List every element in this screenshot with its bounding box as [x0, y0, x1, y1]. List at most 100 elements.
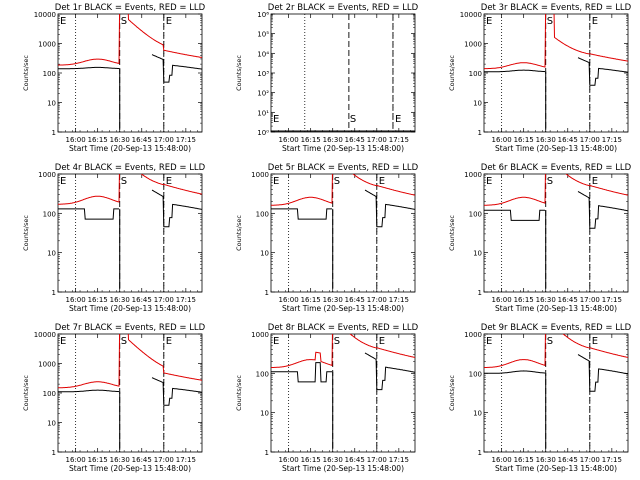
x-tick-label: 17:15: [389, 296, 409, 304]
x-axis-label: Start Time (20-Sep-13 15:48:00): [495, 144, 617, 153]
y-tick-label: 10⁶: [257, 11, 269, 19]
end-marker-label: E: [395, 114, 401, 125]
y-axis-label: Counts/sec: [22, 215, 30, 251]
y-tick-label: 1: [478, 449, 482, 457]
left-edge-marker-label: E: [60, 176, 66, 187]
x-tick-label: 16:45: [558, 296, 578, 304]
panel-title: Det 8r BLACK = Events, RED = LLD: [268, 323, 419, 333]
y-tick-label: 10000: [460, 11, 482, 19]
start-marker-label: S: [121, 16, 127, 27]
x-axis-label: Start Time (20-Sep-13 15:48:00): [495, 464, 617, 473]
y-tick-label: 10⁴: [257, 50, 269, 58]
x-axis-label: Start Time (20-Sep-13 15:48:00): [69, 304, 191, 313]
panel-det-4: Det 4r BLACK = Events, RED = LLD 1 10 100 10…: [22, 163, 206, 313]
x-tick-label: 16:00: [492, 136, 512, 144]
x-tick-label: 16:00: [66, 136, 86, 144]
x-tick-label: 16:30: [536, 296, 556, 304]
panel-det-5: Det 5r BLACK = Events, RED = LLD 1 10 100 10…: [235, 163, 419, 313]
left-edge-marker-label: E: [486, 176, 492, 187]
y-tick-label: 10: [260, 410, 269, 418]
x-tick-label: 16:30: [110, 136, 130, 144]
x-tick-label: 16:30: [323, 456, 343, 464]
start-marker-label: S: [334, 336, 340, 347]
x-tick-label: 17:15: [176, 456, 196, 464]
end-marker-label: E: [379, 176, 385, 187]
x-tick-label: 16:45: [345, 136, 365, 144]
y-tick-label: 1000: [251, 171, 269, 179]
panel-title: Det 2r BLACK = Events, RED = LLD: [268, 3, 419, 13]
x-tick-label: 16:00: [492, 456, 512, 464]
y-tick-label: 100: [43, 210, 56, 218]
y-tick-label: 100: [469, 210, 482, 218]
start-marker-label: S: [547, 16, 553, 27]
y-tick-label: 10¹: [257, 109, 269, 117]
panel-det-3: Det 3r BLACK = Events, RED = LLD 1 10 100 10…: [448, 3, 632, 153]
end-marker-label: E: [592, 16, 598, 27]
plot-frame: [57, 13, 203, 133]
start-marker-label: S: [547, 336, 553, 347]
y-tick-label: 100: [469, 370, 482, 378]
x-tick-label: 16:15: [88, 296, 108, 304]
left-edge-marker-label: E: [60, 16, 66, 27]
x-tick-label: 16:45: [345, 296, 365, 304]
y-tick-label: 1: [265, 289, 269, 297]
plot-frame: [483, 333, 629, 453]
x-tick-label: 17:00: [367, 456, 387, 464]
y-tick-label: 1: [265, 449, 269, 457]
events-black-curve: [484, 191, 628, 229]
y-tick-label: 10³: [257, 70, 269, 78]
panel-title: Det 1r BLACK = Events, RED = LLD: [55, 3, 206, 13]
events-black-curve: [484, 57, 628, 86]
x-tick-label: 16:00: [279, 456, 299, 464]
y-tick-label: 1: [478, 129, 482, 137]
end-marker-label: E: [592, 176, 598, 187]
y-tick-label: 10: [260, 250, 269, 258]
y-tick-label: 100: [469, 70, 482, 78]
y-tick-label: 10000: [34, 11, 56, 19]
x-tick-label: 17:00: [154, 136, 174, 144]
start-marker-label: S: [121, 336, 127, 347]
y-tick-label: 10⁵: [257, 31, 269, 39]
x-tick-label: 16:15: [301, 296, 321, 304]
start-marker-label: S: [334, 176, 340, 187]
lld-red-curve: [484, 174, 628, 206]
panel-title: Det 6r BLACK = Events, RED = LLD: [481, 163, 632, 173]
panel-det-7: Det 7r BLACK = Events, RED = LLD 1 10 100 10…: [22, 323, 206, 473]
y-axis-label: Counts/sec: [22, 55, 30, 91]
events-black-curve: [484, 354, 628, 392]
x-tick-label: 16:30: [110, 456, 130, 464]
x-tick-label: 16:00: [66, 456, 86, 464]
lld-red-curve: [58, 174, 202, 205]
x-tick-label: 16:15: [88, 456, 108, 464]
y-tick-label: 1000: [38, 171, 56, 179]
x-tick-label: 17:15: [602, 296, 622, 304]
y-axis-label: Counts/sec: [235, 375, 243, 411]
left-edge-marker-label: E: [486, 16, 492, 27]
x-tick-label: 16:30: [536, 136, 556, 144]
x-tick-label: 17:15: [389, 456, 409, 464]
x-tick-label: 16:00: [279, 296, 299, 304]
x-axis-label: Start Time (20-Sep-13 15:48:00): [282, 144, 404, 153]
x-tick-label: 17:00: [580, 456, 600, 464]
x-tick-label: 16:45: [132, 296, 152, 304]
end-marker-label: E: [166, 16, 172, 27]
y-tick-label: 10: [47, 100, 56, 108]
x-tick-label: 16:45: [558, 136, 578, 144]
x-tick-label: 16:15: [88, 136, 108, 144]
lld-red-curve: [271, 174, 415, 206]
y-tick-label: 10: [47, 250, 56, 258]
x-tick-label: 17:00: [367, 296, 387, 304]
y-tick-label: 10: [473, 410, 482, 418]
end-marker-label: E: [166, 336, 172, 347]
y-tick-label: 100: [256, 370, 269, 378]
y-tick-label: 10000: [34, 331, 56, 339]
y-axis-label: Counts/sec: [448, 55, 456, 91]
x-tick-label: 16:00: [492, 296, 512, 304]
x-tick-label: 16:45: [558, 456, 578, 464]
plot-frame: [57, 333, 203, 453]
y-tick-label: 1000: [38, 41, 56, 49]
end-marker-label: E: [379, 336, 385, 347]
x-tick-label: 16:30: [323, 296, 343, 304]
y-tick-label: 1: [52, 289, 56, 297]
